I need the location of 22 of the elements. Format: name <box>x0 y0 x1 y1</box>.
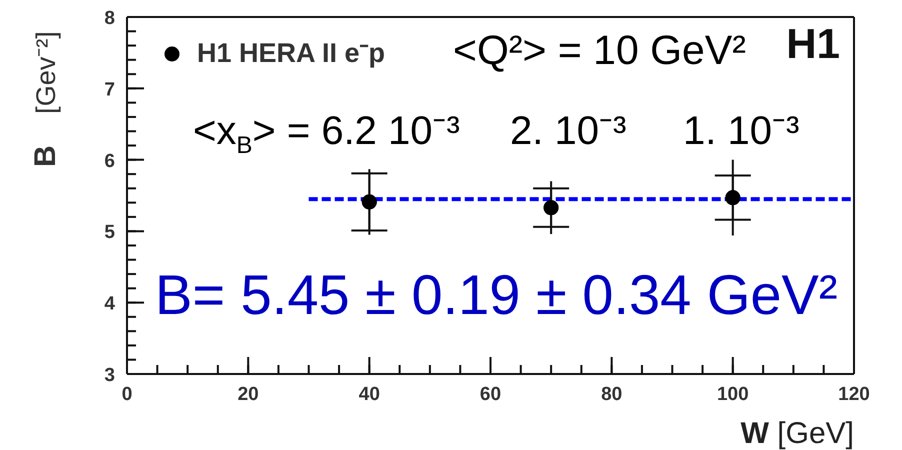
annotation: 1. 10⁻³ <box>683 109 800 153</box>
y-tick-label: 3 <box>104 365 115 386</box>
x-tick-label: 100 <box>716 384 749 405</box>
y-tick-label: 5 <box>104 222 116 244</box>
x-tick-label: 0 <box>122 384 132 405</box>
annotation: H1 <box>786 20 840 67</box>
y-axis-title: B [Gev⁻²] <box>29 31 62 167</box>
y-tick-label: 4 <box>104 294 116 315</box>
x-tick-label: 120 <box>838 384 870 405</box>
annotation: B= 5.45 ± 0.19 ± 0.34 GeV² <box>155 263 838 326</box>
x-tick-label: 80 <box>601 384 622 405</box>
annotation: <Q²> = 10 GeV² <box>453 27 746 73</box>
annotation: <x$_{B}$> = 6.2 10⁻³ <box>193 109 460 159</box>
x-tick-label: 40 <box>358 384 380 405</box>
annotation: 2. 10⁻³ <box>510 109 626 153</box>
legend-label: H1 HERA II e⁻p <box>197 38 386 70</box>
y-tick-label: 6 <box>104 150 115 172</box>
y-tick-label: 8 <box>104 8 115 29</box>
y-tick-label: 7 <box>104 79 115 100</box>
x-tick-label: 60 <box>480 384 502 405</box>
x-tick-label: 20 <box>238 384 259 405</box>
x-axis-title: W [GeV] <box>740 417 854 450</box>
